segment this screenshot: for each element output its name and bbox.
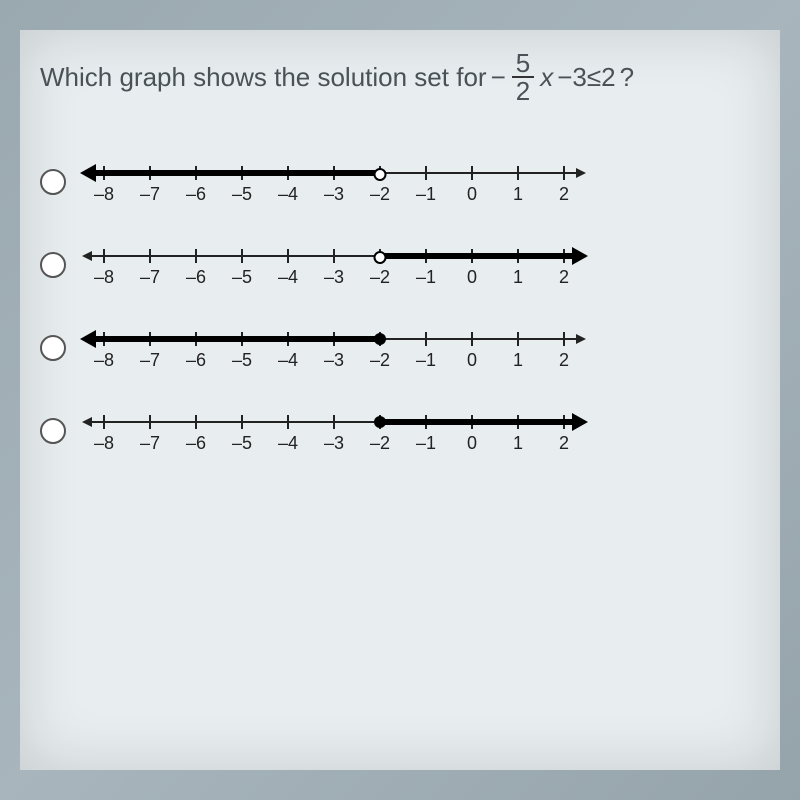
fraction-numerator: 5: [512, 50, 534, 78]
tick-label: 2: [559, 267, 569, 288]
tick-label: –5: [232, 350, 252, 371]
fraction-denominator: 2: [512, 78, 534, 104]
axis-arrow-right-icon: [576, 168, 586, 178]
tick-label: –7: [140, 350, 160, 371]
tick-label: –6: [186, 433, 206, 454]
tick-label: –2: [370, 433, 390, 454]
tick-label: 1: [513, 267, 523, 288]
tick-label: 0: [467, 184, 477, 205]
tick-label: 0: [467, 267, 477, 288]
tick-label: 0: [467, 350, 477, 371]
tick: [241, 249, 243, 263]
question-prefix: Which graph shows the solution set for: [40, 62, 487, 93]
tick: [517, 332, 519, 346]
number-line: –8 –7 –6 –5 –4 –3 –2 –1 0 1 2: [84, 403, 584, 458]
tick-label: –4: [278, 184, 298, 205]
inequality-rest: −3≤2: [557, 62, 615, 93]
tick: [425, 166, 427, 180]
tick: [287, 415, 289, 429]
tick-label: –2: [370, 184, 390, 205]
tick-label: –7: [140, 433, 160, 454]
tick: [563, 166, 565, 180]
tick-label: –1: [416, 433, 436, 454]
tick-label: 2: [559, 184, 569, 205]
closed-endpoint: [374, 333, 386, 345]
tick-label: –1: [416, 267, 436, 288]
axis-arrow-left-icon: [82, 251, 92, 261]
number-line: –8 –7 –6 –5 –4 –3 –2 –1 0 1 2: [84, 320, 584, 375]
tick-label: –4: [278, 433, 298, 454]
number-line: –8 –7 –6 –5 –4 –3 –2 –1 0 1 2: [84, 154, 584, 209]
tick: [471, 332, 473, 346]
radio-button[interactable]: [40, 418, 66, 444]
tick-label: 2: [559, 350, 569, 371]
tick-label: –4: [278, 267, 298, 288]
answer-option[interactable]: –8 –7 –6 –5 –4 –3 –2 –1 0 1 2: [40, 403, 760, 458]
tick: [241, 415, 243, 429]
tick-label: –2: [370, 350, 390, 371]
tick-label: –3: [324, 433, 344, 454]
tick-label: –3: [324, 184, 344, 205]
tick: [149, 249, 151, 263]
tick-label: –5: [232, 184, 252, 205]
question-mark: ?: [620, 62, 634, 93]
tick-label: –1: [416, 184, 436, 205]
tick: [517, 166, 519, 180]
tick: [287, 249, 289, 263]
radio-button[interactable]: [40, 252, 66, 278]
tick-label: –8: [94, 350, 114, 371]
tick-label: –3: [324, 350, 344, 371]
tick-label: 0: [467, 433, 477, 454]
solution-ray: [90, 170, 380, 176]
tick-label: –5: [232, 433, 252, 454]
tick-label: –6: [186, 350, 206, 371]
tick-label: 1: [513, 433, 523, 454]
tick: [149, 415, 151, 429]
tick-label: –7: [140, 267, 160, 288]
neg-sign: −: [491, 62, 506, 93]
axis-arrow-right-icon: [576, 334, 586, 344]
solution-ray: [380, 253, 578, 259]
variable: x: [540, 62, 553, 93]
fraction: 5 2: [512, 50, 534, 104]
tick: [103, 249, 105, 263]
tick-label: 2: [559, 433, 569, 454]
tick: [195, 249, 197, 263]
tick-label: 1: [513, 350, 523, 371]
tick-label: –6: [186, 267, 206, 288]
solution-ray: [380, 419, 578, 425]
tick-label: –8: [94, 184, 114, 205]
tick-label: –5: [232, 267, 252, 288]
tick-label: –1: [416, 350, 436, 371]
tick-label: –8: [94, 267, 114, 288]
open-endpoint: [374, 251, 387, 264]
solution-ray: [90, 336, 380, 342]
question-text: Which graph shows the solution set for −…: [40, 50, 760, 104]
tick: [425, 332, 427, 346]
closed-endpoint: [374, 416, 386, 428]
axis-arrow-left-icon: [82, 417, 92, 427]
tick-label: –4: [278, 350, 298, 371]
tick: [333, 249, 335, 263]
tick-label: 1: [513, 184, 523, 205]
answer-option[interactable]: –8 –7 –6 –5 –4 –3 –2 –1 0 1 2: [40, 154, 760, 209]
options-container: –8–7–6–5–4–3–2–1012–8–7–6–5–4–3–2–1012–8…: [40, 154, 760, 458]
tick: [563, 332, 565, 346]
question-panel: Which graph shows the solution set for −…: [20, 30, 780, 770]
tick-label: –8: [94, 433, 114, 454]
tick-label: –7: [140, 184, 160, 205]
tick: [471, 166, 473, 180]
tick-label: –6: [186, 184, 206, 205]
tick: [195, 415, 197, 429]
tick: [333, 415, 335, 429]
answer-option[interactable]: –8 –7 –6 –5 –4 –3 –2 –1 0 1 2: [40, 237, 760, 292]
open-endpoint: [374, 168, 387, 181]
radio-button[interactable]: [40, 169, 66, 195]
tick: [103, 415, 105, 429]
tick-label: –2: [370, 267, 390, 288]
radio-button[interactable]: [40, 335, 66, 361]
number-line: –8 –7 –6 –5 –4 –3 –2 –1 0 1 2: [84, 237, 584, 292]
tick-label: –3: [324, 267, 344, 288]
answer-option[interactable]: –8 –7 –6 –5 –4 –3 –2 –1 0 1 2: [40, 320, 760, 375]
